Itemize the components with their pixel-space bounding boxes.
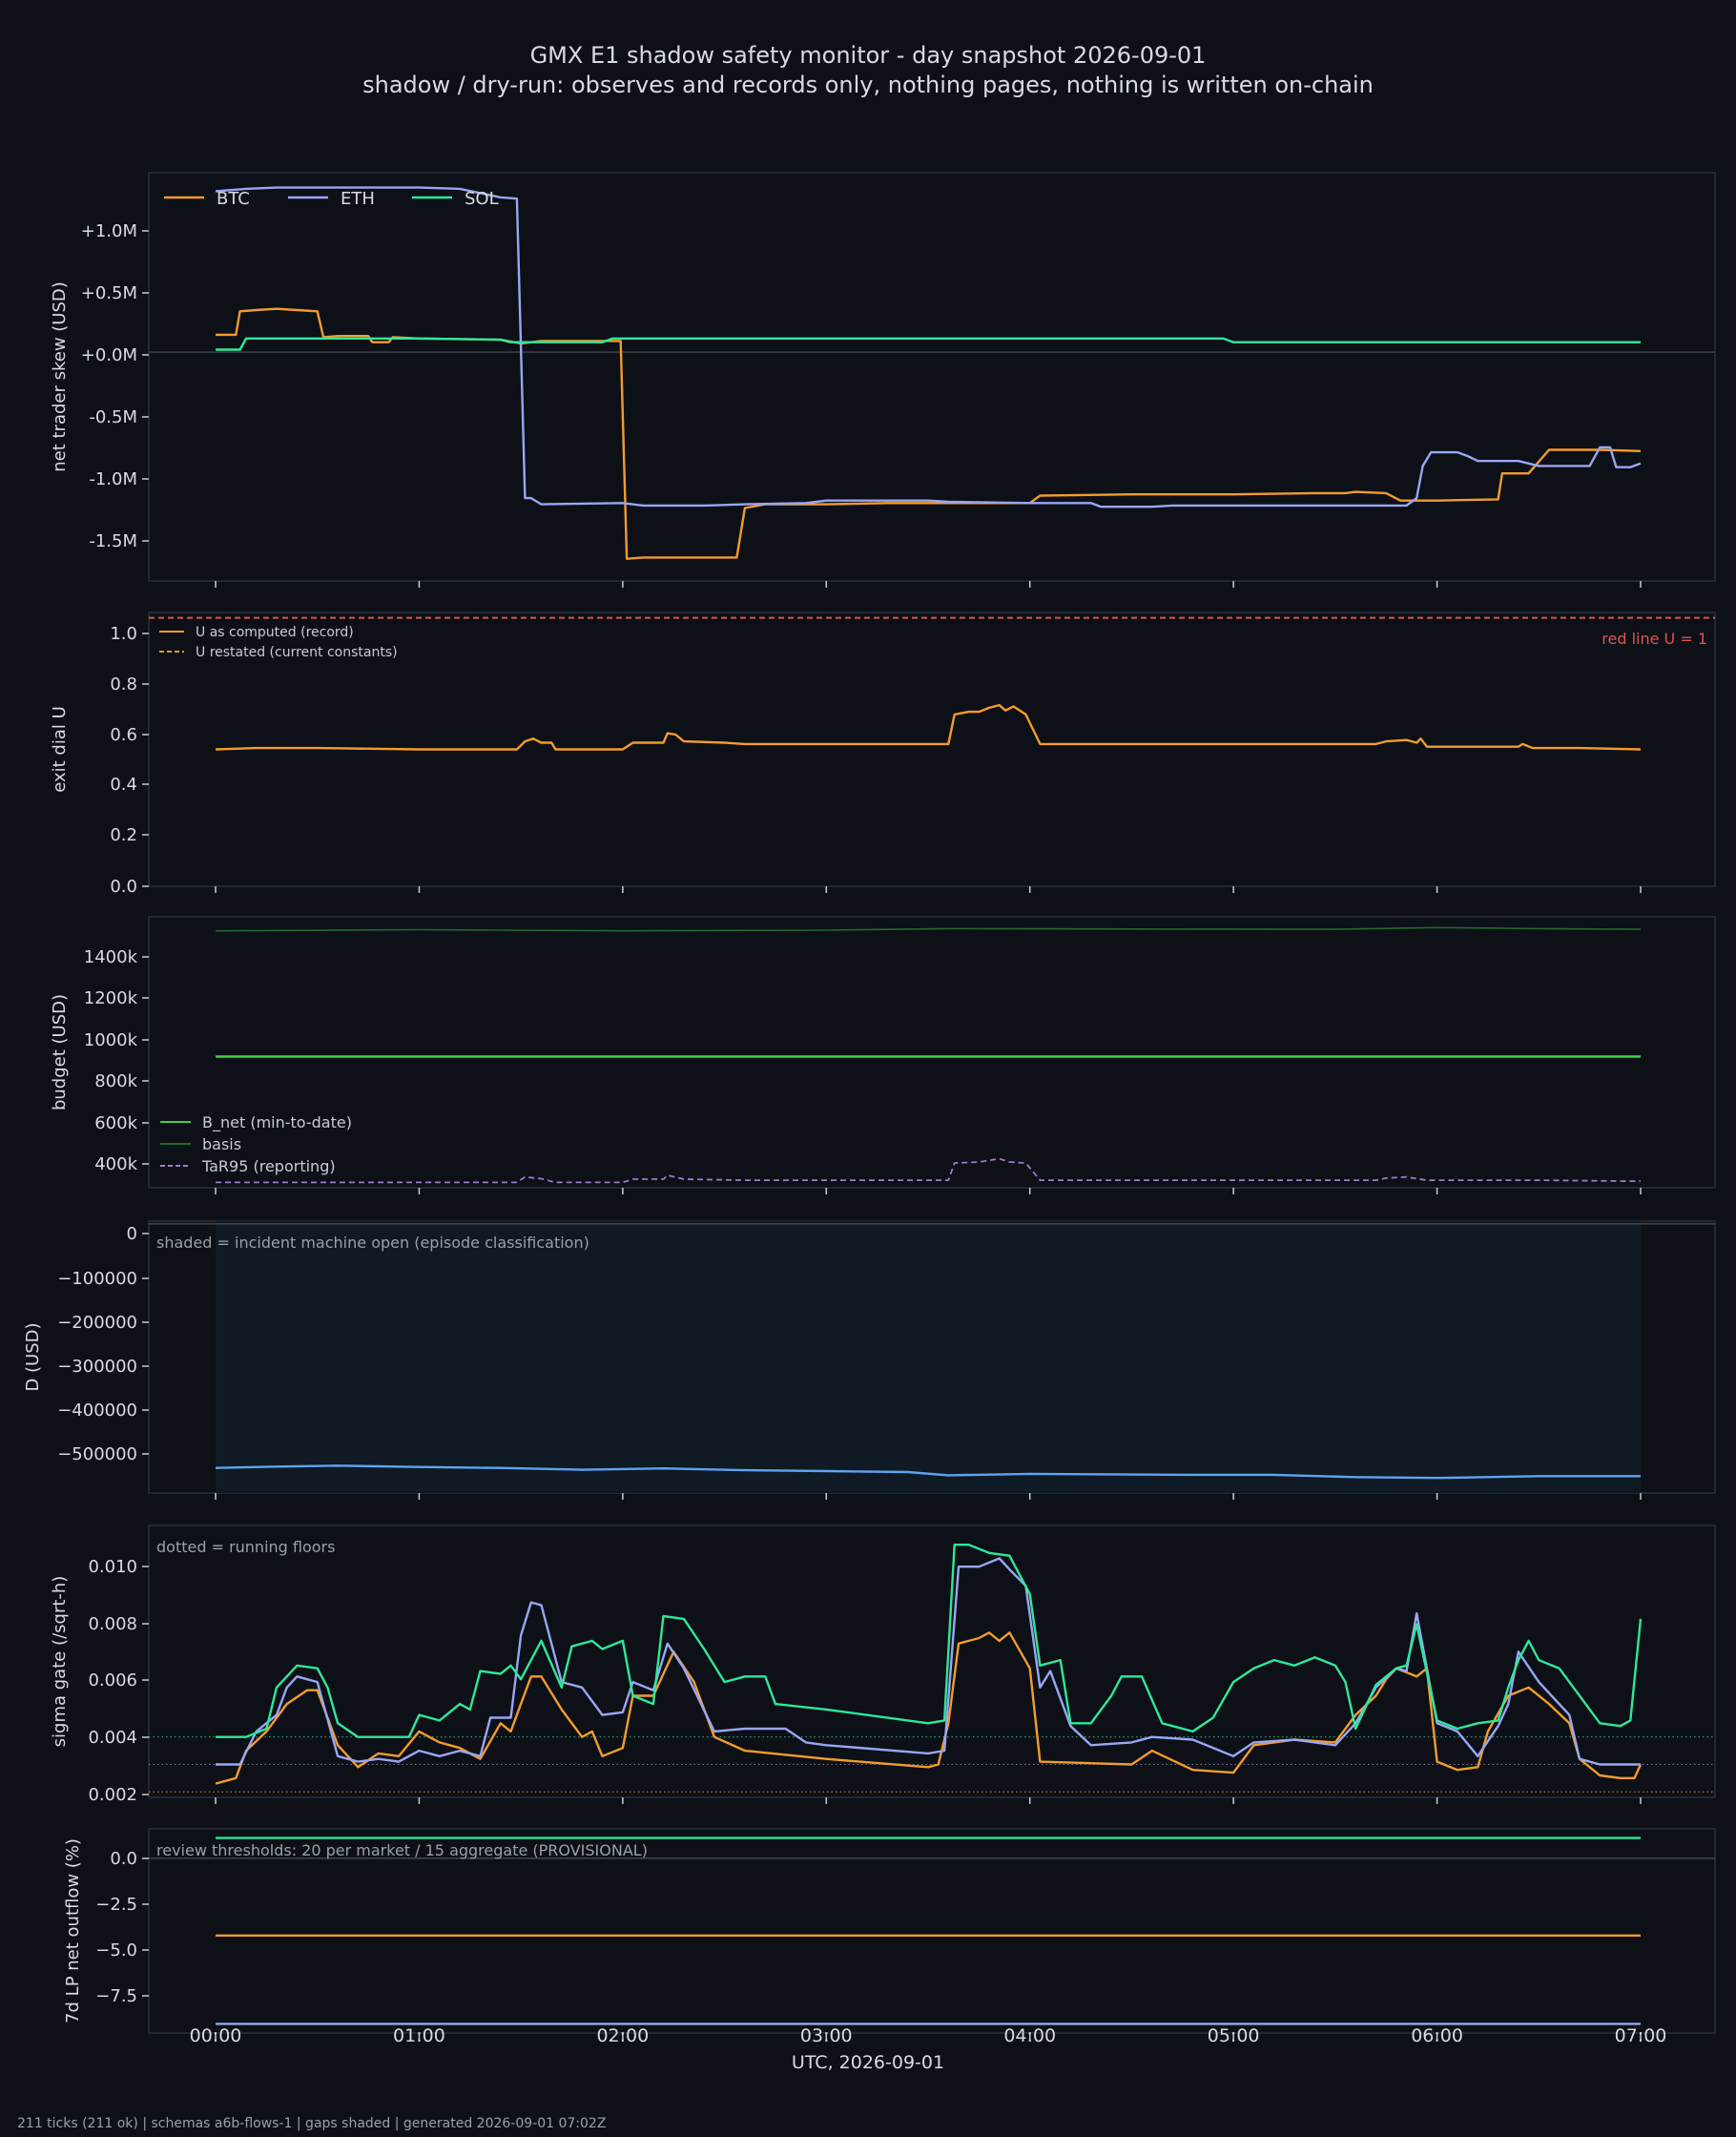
y-tick-label: 0.008 <box>88 1614 137 1634</box>
y-tick-label: −2.5 <box>95 1895 137 1915</box>
y-tick-label: −500000 <box>57 1444 137 1464</box>
y-tick-label: 400k <box>94 1154 137 1174</box>
footer-status: 211 ticks (211 ok) | schemas a6b-flows-1… <box>17 2116 606 2131</box>
series-line-btc <box>215 1631 1643 1785</box>
y-tick-label: 0.4 <box>110 775 137 795</box>
series-line-sol <box>216 337 1641 351</box>
y-axis-label: net trader skew (USD) <box>50 281 70 472</box>
x-axis: 00:00 01:00 02:00 03:00 04:00 05:00 06:00 07:00 <box>190 2025 1667 2046</box>
y-tick-label: +1.0M <box>81 221 137 241</box>
panel-1: +1.0M +0.5M +0.0M -0.5M -1.0M -1.5M net trader… <box>50 172 1716 588</box>
x-tick-label: 04:00 <box>1003 2025 1056 2046</box>
x-tick-label: 02:00 <box>596 2025 649 2046</box>
legend-label: SOL <box>465 189 499 209</box>
x-axis-label: UTC, 2026-09-01 <box>792 2052 944 2073</box>
figure-subtitle: shadow / dry-run: observes and records o… <box>362 72 1374 98</box>
x-tick-label: 01:00 <box>393 2025 445 2046</box>
y-tick-label: 0.0 <box>110 1849 137 1869</box>
panel-4: 0 −100000 −200000 −300000 −400000 −500000 D (U… <box>23 1220 1716 1500</box>
panel-frame <box>148 1828 1716 2034</box>
series-line-tar95-reporting- <box>216 1157 1642 1184</box>
x-tick-label: 00:00 <box>190 2025 242 2046</box>
y-tick-label: 0.2 <box>110 825 137 845</box>
series-line-basis <box>215 926 1642 932</box>
y-tick-label: 1000k <box>84 1030 138 1050</box>
y-axis-label: exit dial U <box>50 706 70 793</box>
y-tick-label: 1400k <box>84 947 138 967</box>
figure-title: GMX E1 shadow safety monitor - day snaps… <box>530 42 1207 69</box>
x-tick-label: 07:00 <box>1615 2025 1667 2046</box>
panel-2: 1.0 0.8 0.6 0.4 0.2 0.0 exit dial U red line U … <box>50 612 1716 897</box>
y-tick-label: 0.004 <box>88 1728 137 1748</box>
red-line-label: red line U = 1 <box>1602 630 1707 648</box>
legend-label: basis <box>202 1135 241 1153</box>
panel-5: 0.010 0.008 0.006 0.004 0.002 sigma gate (/sq… <box>50 1525 1716 1805</box>
y-tick-label: 800k <box>94 1071 137 1091</box>
legend-label: BTC <box>217 189 250 209</box>
panel-frame <box>148 172 1716 582</box>
panel-frame <box>148 916 1716 1189</box>
y-tick-label: 0 <box>127 1224 137 1244</box>
series-line-btc <box>216 307 1642 560</box>
y-tick-label: +0.0M <box>81 345 137 365</box>
y-axis-label: D (USD) <box>23 1322 43 1391</box>
legend-label: B_net (min-to-date) <box>202 1113 352 1132</box>
y-tick-label: 0.002 <box>88 1785 137 1805</box>
y-tick-label: -1.5M <box>89 531 137 551</box>
y-axis-label: 7d LP net outflow (%) <box>63 1838 83 2023</box>
incident-shade <box>216 1221 1641 1493</box>
y-tick-label: 0.010 <box>88 1557 137 1577</box>
y-tick-label: −7.5 <box>95 1986 137 2006</box>
y-tick-label: 0.006 <box>88 1670 137 1691</box>
y-tick-label: −200000 <box>57 1313 137 1333</box>
x-tick-label: 06:00 <box>1411 2025 1463 2046</box>
series-line-sol <box>216 1543 1643 1738</box>
panels: +1.0M +0.5M +0.0M -0.5M -1.0M -1.5M net trader… <box>23 172 1716 2040</box>
y-tick-label: −5.0 <box>95 1940 137 1961</box>
panel-6: 0.0 −2.5 −5.0 −7.5 7d LP net outflow (%) revi… <box>63 1828 1716 2040</box>
legend-label: TaR95 (reporting) <box>201 1157 336 1175</box>
y-tick-label: −400000 <box>57 1400 137 1421</box>
panel-annotation: review thresholds: 20 per market / 15 ag… <box>156 1841 648 1859</box>
y-tick-label: 0.0 <box>110 877 137 897</box>
y-tick-label: −300000 <box>57 1357 137 1377</box>
panel-annotation: shaded = incident machine open (episode … <box>156 1234 589 1252</box>
panel-3: 1400k 1200k 1000k 800k 600k 400k budget (USD) B… <box>50 916 1716 1194</box>
panel-annotation: dotted = running floors <box>156 1538 335 1556</box>
y-axis-label: budget (USD) <box>50 994 70 1110</box>
y-tick-label: 0.6 <box>110 725 137 745</box>
legend-label: ETH <box>341 189 375 209</box>
legend-label: U restated (current constants) <box>196 645 398 660</box>
y-axis-label: sigma gate (/sqrt-h) <box>50 1576 70 1748</box>
y-tick-label: 0.8 <box>110 674 137 695</box>
series-line-u-restated-current-constants- <box>215 704 1642 751</box>
y-tick-label: −100000 <box>57 1269 137 1289</box>
y-tick-label: -1.0M <box>89 469 137 489</box>
y-tick-label: +0.5M <box>81 283 137 303</box>
y-tick-label: 600k <box>94 1113 137 1133</box>
y-tick-label: -0.5M <box>89 407 137 427</box>
series-line-eth <box>215 186 1642 508</box>
series-line-d <box>215 1464 1641 1480</box>
x-tick-label: 05:00 <box>1208 2025 1260 2046</box>
y-tick-label: 1.0 <box>110 624 137 644</box>
series-line-eth <box>216 1557 1641 1766</box>
legend-label: U as computed (record) <box>196 625 354 640</box>
y-tick-label: 1200k <box>84 988 138 1008</box>
x-tick-label: 03:00 <box>800 2025 853 2046</box>
